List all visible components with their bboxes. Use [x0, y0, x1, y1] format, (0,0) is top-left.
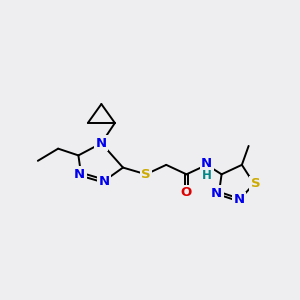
Text: S: S: [250, 177, 260, 190]
Text: N: N: [234, 194, 245, 206]
Text: O: O: [181, 186, 192, 199]
Text: N: N: [201, 157, 212, 170]
Text: S: S: [141, 168, 151, 181]
Text: N: N: [98, 175, 110, 188]
Text: N: N: [211, 187, 222, 200]
Text: H: H: [202, 169, 212, 182]
Text: N: N: [96, 137, 107, 150]
Text: N: N: [74, 168, 85, 181]
